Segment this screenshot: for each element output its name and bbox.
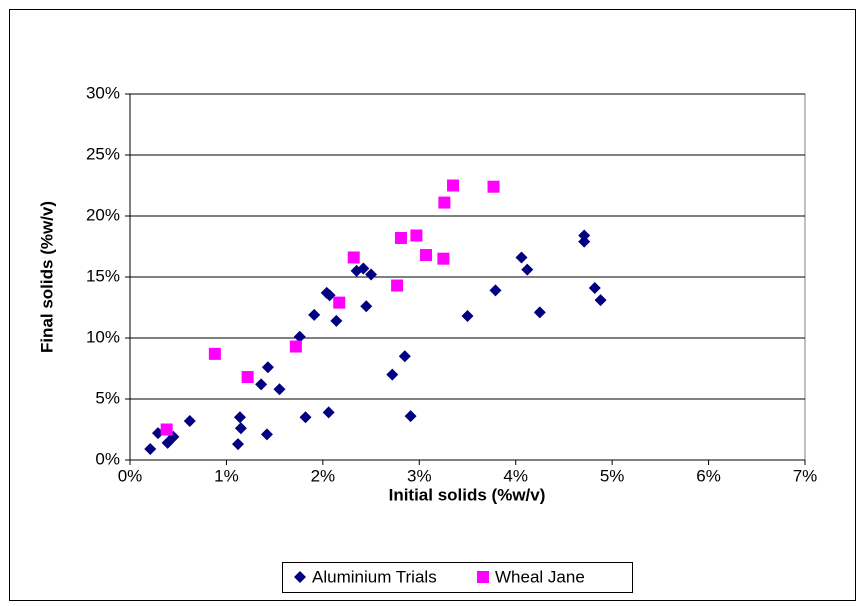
point bbox=[410, 229, 423, 242]
point bbox=[588, 281, 601, 294]
point bbox=[233, 411, 246, 424]
point bbox=[333, 296, 346, 309]
x-tick-label: 1% bbox=[214, 466, 239, 485]
point bbox=[438, 196, 451, 209]
point bbox=[515, 251, 528, 264]
point bbox=[489, 284, 502, 297]
point bbox=[144, 443, 157, 456]
point bbox=[360, 300, 373, 313]
point bbox=[533, 306, 546, 319]
point bbox=[289, 340, 302, 353]
point bbox=[299, 411, 312, 424]
legend-marker bbox=[294, 571, 306, 583]
point bbox=[260, 428, 273, 441]
point bbox=[487, 180, 500, 193]
point bbox=[234, 422, 247, 435]
y-tick-label: 10% bbox=[86, 327, 120, 346]
x-tick-label: 6% bbox=[696, 466, 721, 485]
point bbox=[578, 235, 591, 248]
point bbox=[255, 378, 268, 391]
point bbox=[322, 406, 335, 419]
point bbox=[241, 371, 254, 384]
point bbox=[391, 279, 404, 292]
x-axis-title: Initial solids (%w/v) bbox=[389, 485, 546, 504]
point bbox=[293, 330, 306, 343]
point bbox=[578, 229, 591, 242]
y-tick-label: 30% bbox=[86, 83, 120, 102]
point bbox=[208, 347, 221, 360]
point bbox=[594, 294, 607, 307]
x-tick-label: 3% bbox=[407, 466, 432, 485]
legend-label: Wheal Jane bbox=[495, 567, 585, 586]
point bbox=[273, 383, 286, 396]
legend-label: Aluminium Trials bbox=[312, 567, 437, 586]
point bbox=[521, 263, 534, 276]
point bbox=[398, 350, 411, 363]
y-tick-label: 25% bbox=[86, 144, 120, 163]
x-tick-label: 4% bbox=[503, 466, 528, 485]
point bbox=[420, 249, 433, 262]
point bbox=[160, 423, 173, 436]
point bbox=[447, 179, 460, 192]
point bbox=[330, 314, 343, 327]
y-axis-title: Final solids (%w/v) bbox=[37, 201, 56, 353]
point bbox=[365, 268, 378, 281]
point bbox=[308, 308, 321, 321]
legend-marker bbox=[477, 571, 489, 583]
point bbox=[347, 251, 360, 264]
point bbox=[386, 368, 399, 381]
legend bbox=[282, 562, 633, 593]
x-tick-label: 7% bbox=[793, 466, 818, 485]
point bbox=[323, 289, 336, 302]
y-tick-label: 15% bbox=[86, 266, 120, 285]
y-tick-label: 20% bbox=[86, 205, 120, 224]
x-tick-label: 0% bbox=[118, 466, 143, 485]
point bbox=[437, 252, 450, 265]
point bbox=[404, 410, 417, 423]
x-tick-label: 2% bbox=[311, 466, 336, 485]
point bbox=[357, 262, 370, 275]
point bbox=[461, 310, 474, 323]
point bbox=[394, 231, 407, 244]
y-tick-label: 5% bbox=[95, 388, 120, 407]
x-tick-label: 5% bbox=[600, 466, 625, 485]
point bbox=[232, 438, 244, 451]
point bbox=[261, 361, 274, 374]
y-tick-label: 0% bbox=[95, 449, 120, 468]
point bbox=[183, 414, 196, 427]
